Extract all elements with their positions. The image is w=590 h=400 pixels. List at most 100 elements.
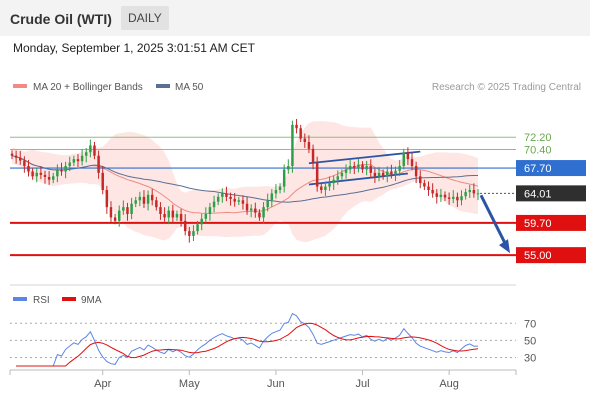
target-label-0: 72.20 [524,132,552,144]
candle-body-6 [35,172,38,177]
candle-body-103 [435,193,438,197]
candle-body-66 [282,169,286,187]
candle-body-109 [460,196,463,201]
candle-body-51 [221,193,224,197]
candle-body-27 [122,207,125,211]
candle-body-5 [31,171,34,177]
candle-body-41 [179,214,183,221]
candle-body-105 [443,194,447,198]
candle-body-59 [254,208,257,213]
candles-layer [10,118,480,243]
candle-body-14 [68,162,71,166]
candle-body-76 [324,186,327,190]
x-tick-label-may: May [179,378,200,390]
candle-body-29 [130,203,133,214]
candle-body-37 [163,214,166,218]
rsi-ma-line [16,322,479,367]
legend-label-rsi: RSI [33,295,50,306]
candle-body-7 [39,172,43,175]
candle-body-18 [84,152,88,156]
candle-body-50 [216,196,220,202]
candle-body-36 [159,207,162,214]
candle-body-39 [171,210,175,218]
candle-body-89 [377,172,381,177]
candle-body-79 [336,176,340,180]
candle-body-102 [431,190,434,194]
candle-body-111 [468,190,471,193]
candle-body-58 [249,208,253,211]
candle-body-96 [406,152,410,160]
candle-body-30 [134,200,137,204]
candle-body-104 [439,194,443,197]
period-button[interactable]: DAILY [121,6,169,30]
x-axis-labels-layer: Apr May Jun Jul Aug [94,370,459,390]
candle-body-94 [398,166,401,171]
candle-body-49 [212,201,216,208]
legend-swatch-ma50 [156,84,170,88]
candle-body-65 [278,186,282,190]
candle-body-40 [175,214,179,218]
candle-body-67 [287,166,290,170]
candle-body-61 [262,207,265,218]
candle-body-80 [340,172,344,177]
candle-body-43 [188,231,191,236]
candle-body-34 [150,194,154,201]
candle-body-77 [328,183,331,187]
rsi-line [16,312,479,367]
candle-body-60 [258,212,261,218]
legend-swatch-ma20 [13,84,27,88]
chart-header [0,0,590,36]
candle-body-8 [43,174,47,177]
candle-body-81 [344,169,348,173]
legend-swatch-rsi [13,297,27,301]
candle-body-45 [196,224,199,232]
candle-body-20 [93,145,96,156]
candle-body-112 [472,190,476,194]
resistance-box-2 [516,160,586,177]
x-tick-label-jun: Jun [267,378,285,390]
candle-body-0 [10,153,14,156]
candle-body-100 [423,183,426,187]
projection-arrow-shaft [479,194,508,246]
candle-body-64 [274,190,278,194]
candle-body-86 [365,166,368,170]
candle-body-47 [204,214,208,219]
candle-body-75 [320,186,323,190]
candle-body-84 [357,164,360,168]
candle-body-56 [241,200,245,204]
candle-body-11 [56,169,59,177]
candle-body-48 [208,207,212,214]
candle-body-25 [113,217,117,221]
candle-body-4 [27,166,30,172]
candle-body-110 [464,192,467,197]
projection-arrow-head [499,239,510,254]
candle-body-62 [266,200,269,208]
moving-average-layer [11,155,479,215]
candle-body-31 [138,196,142,201]
rsi-level-label-0: 70 [524,318,536,330]
ma50-line [11,155,478,203]
candle-body-92 [390,171,393,175]
instrument-title: Crude Oil (WTI) [10,11,112,27]
candle-body-22 [101,172,104,190]
support-label-4: 59.70 [524,218,552,230]
candle-body-54 [233,198,236,202]
timestamp: Monday, September 1, 2025 3:01:51 AM CET [13,41,255,55]
candle-body-46 [200,218,203,225]
candle-body-3 [23,160,26,166]
candle-body-93 [394,170,397,175]
candle-body-15 [72,159,76,163]
copyright-watermark: Research © 2025 Trading Central [432,82,581,93]
candle-body-95 [402,152,406,166]
legend-swatch-rsi-ma [62,297,76,301]
candle-body-113 [476,193,480,195]
candle-body-57 [245,203,249,211]
candle-body-87 [369,166,373,173]
target-label-1: 70.40 [524,145,552,157]
candle-body-68 [291,124,294,166]
candle-body-70 [299,128,302,139]
x-tick-label-jul: Jul [355,378,369,390]
candle-body-42 [183,220,187,232]
candle-body-97 [410,159,414,166]
candle-body-83 [353,166,356,168]
